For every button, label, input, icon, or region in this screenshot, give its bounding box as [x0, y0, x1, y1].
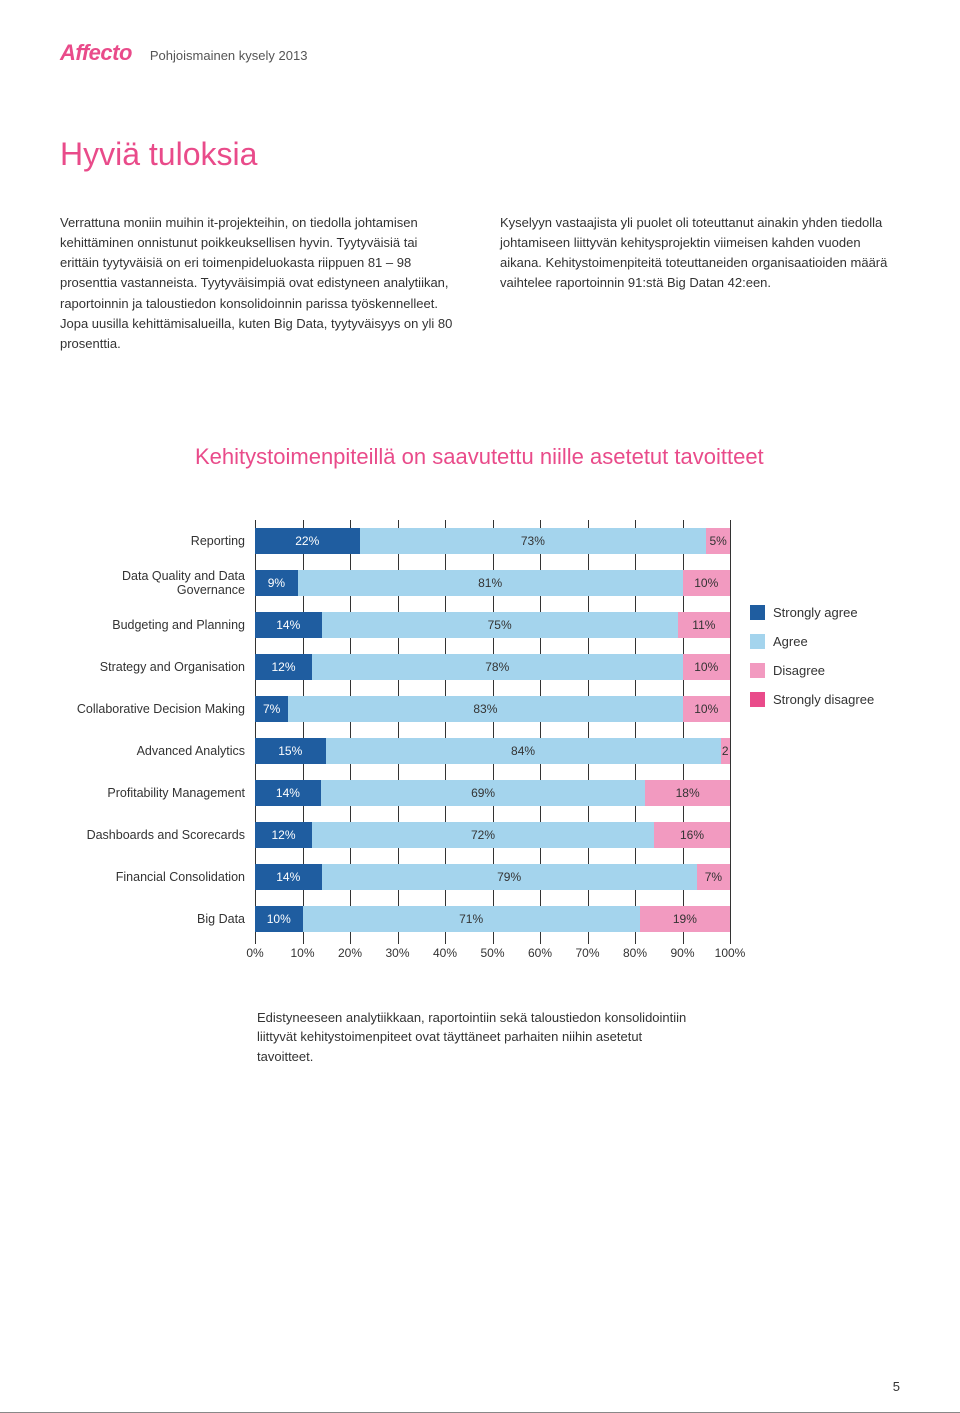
bar-segment-strongly-agree: 22% — [255, 528, 360, 554]
x-tick-label: 100% — [715, 946, 746, 960]
bar-track: 14%79%7% — [255, 864, 730, 890]
chart-row: Advanced Analytics15%84%2 — [60, 730, 730, 772]
x-tick-label: 0% — [246, 946, 263, 960]
chart-caption: Edistyneeseen analytiikkaan, raportointi… — [60, 1008, 700, 1067]
legend-disagree: Disagree — [750, 663, 900, 678]
bar-segment-agree: 69% — [321, 780, 646, 806]
legend-label: Disagree — [773, 663, 825, 678]
chart-row: Collaborative Decision Making7%83%10% — [60, 688, 730, 730]
x-tick-label: 40% — [433, 946, 457, 960]
bar-track: 14%75%11% — [255, 612, 730, 638]
chart-row: Profitability Management14%69%18% — [60, 772, 730, 814]
swatch-disagree — [750, 663, 765, 678]
bar-segment-disagree: 19% — [640, 906, 730, 932]
bar-track: 22%73%5% — [255, 528, 730, 554]
row-label: Collaborative Decision Making — [60, 702, 255, 716]
bar-segment-strongly-agree: 10% — [255, 906, 303, 932]
bar-segment-disagree: 10% — [683, 654, 731, 680]
legend-agree: Agree — [750, 634, 900, 649]
swatch-strongly-disagree — [750, 692, 765, 707]
chart-plot-area: Reporting22%73%5%Data Quality and Data G… — [60, 520, 730, 968]
bar-segment-disagree: 7% — [697, 864, 730, 890]
legend-strongly-agree: Strongly agree — [750, 605, 900, 620]
row-label: Big Data — [60, 912, 255, 926]
bar-track: 10%71%19% — [255, 906, 730, 932]
chart-row: Dashboards and Scorecards12%72%16% — [60, 814, 730, 856]
stacked-bar-chart: Reporting22%73%5%Data Quality and Data G… — [60, 520, 900, 968]
bar-segment-strongly-agree: 14% — [255, 780, 321, 806]
x-tick-label: 60% — [528, 946, 552, 960]
bar-segment-disagree: 18% — [645, 780, 730, 806]
row-label: Profitability Management — [60, 786, 255, 800]
bar-track: 12%78%10% — [255, 654, 730, 680]
chart-x-axis: 0%10%20%30%40%50%60%70%80%90%100% — [60, 940, 730, 968]
bar-segment-disagree: 16% — [654, 822, 730, 848]
legend-label: Strongly agree — [773, 605, 858, 620]
logo: Affecto — [60, 40, 132, 66]
bar-segment-disagree: 11% — [678, 612, 730, 638]
bar-segment-disagree: 10% — [683, 696, 731, 722]
row-label: Dashboards and Scorecards — [60, 828, 255, 842]
bar-segment-disagree: 2 — [721, 738, 730, 764]
swatch-agree — [750, 634, 765, 649]
bar-track: 7%83%10% — [255, 696, 730, 722]
x-tick-label: 70% — [575, 946, 599, 960]
body-columns: Verrattuna moniin muihin it-projekteihin… — [60, 213, 900, 354]
x-tick-label: 50% — [480, 946, 504, 960]
row-label: Advanced Analytics — [60, 744, 255, 758]
bar-segment-agree: 71% — [303, 906, 640, 932]
bar-segment-strongly-agree: 7% — [255, 696, 288, 722]
bar-segment-agree: 84% — [326, 738, 721, 764]
bar-track: 15%84%2 — [255, 738, 730, 764]
x-tick-label: 20% — [338, 946, 362, 960]
chart-row: Strategy and Organisation12%78%10% — [60, 646, 730, 688]
header-subtitle: Pohjoismainen kysely 2013 — [150, 48, 308, 63]
bar-track: 12%72%16% — [255, 822, 730, 848]
row-label: Financial Consolidation — [60, 870, 255, 884]
bar-segment-strongly-agree: 12% — [255, 822, 312, 848]
page-header: Affecto Pohjoismainen kysely 2013 — [60, 40, 900, 66]
bar-segment-agree: 83% — [288, 696, 682, 722]
bar-segment-agree: 81% — [298, 570, 683, 596]
x-tick-label: 30% — [385, 946, 409, 960]
chart-legend: Strongly agree Agree Disagree Strongly d… — [750, 520, 900, 721]
body-col-1: Verrattuna moniin muihin it-projekteihin… — [60, 213, 460, 354]
chart-row: Financial Consolidation14%79%7% — [60, 856, 730, 898]
row-label: Strategy and Organisation — [60, 660, 255, 674]
bar-segment-agree: 79% — [322, 864, 697, 890]
bar-segment-strongly-agree: 15% — [255, 738, 326, 764]
chart-row: Budgeting and Planning14%75%11% — [60, 604, 730, 646]
legend-strongly-disagree: Strongly disagree — [750, 692, 900, 707]
row-label: Budgeting and Planning — [60, 618, 255, 632]
chart-row: Big Data10%71%19% — [60, 898, 730, 940]
bar-segment-agree: 73% — [360, 528, 707, 554]
chart-row: Data Quality and Data Governance9%81%10% — [60, 562, 730, 604]
bar-segment-strongly-agree: 9% — [255, 570, 298, 596]
chart-row: Reporting22%73%5% — [60, 520, 730, 562]
x-tick-label: 80% — [623, 946, 647, 960]
bar-segment-agree: 75% — [322, 612, 678, 638]
row-label: Data Quality and Data Governance — [60, 569, 255, 597]
chart-title: Kehitystoimenpiteillä on saavutettu niil… — [60, 444, 900, 470]
page-title: Hyviä tuloksia — [60, 136, 900, 173]
x-tick-label: 10% — [290, 946, 314, 960]
bar-segment-strongly-agree: 14% — [255, 612, 322, 638]
legend-label: Strongly disagree — [773, 692, 874, 707]
bar-segment-disagree: 10% — [683, 570, 731, 596]
bar-segment-disagree: 5% — [706, 528, 730, 554]
bar-track: 14%69%18% — [255, 780, 730, 806]
bar-segment-agree: 72% — [312, 822, 654, 848]
x-tick-label: 90% — [670, 946, 694, 960]
bar-segment-agree: 78% — [312, 654, 683, 680]
row-label: Reporting — [60, 534, 255, 548]
bar-segment-strongly-agree: 12% — [255, 654, 312, 680]
legend-label: Agree — [773, 634, 808, 649]
bar-segment-strongly-agree: 14% — [255, 864, 322, 890]
page-number: 5 — [893, 1379, 900, 1394]
body-col-2: Kyselyyn vastaajista yli puolet oli tote… — [500, 213, 900, 354]
bar-track: 9%81%10% — [255, 570, 730, 596]
swatch-strongly-agree — [750, 605, 765, 620]
